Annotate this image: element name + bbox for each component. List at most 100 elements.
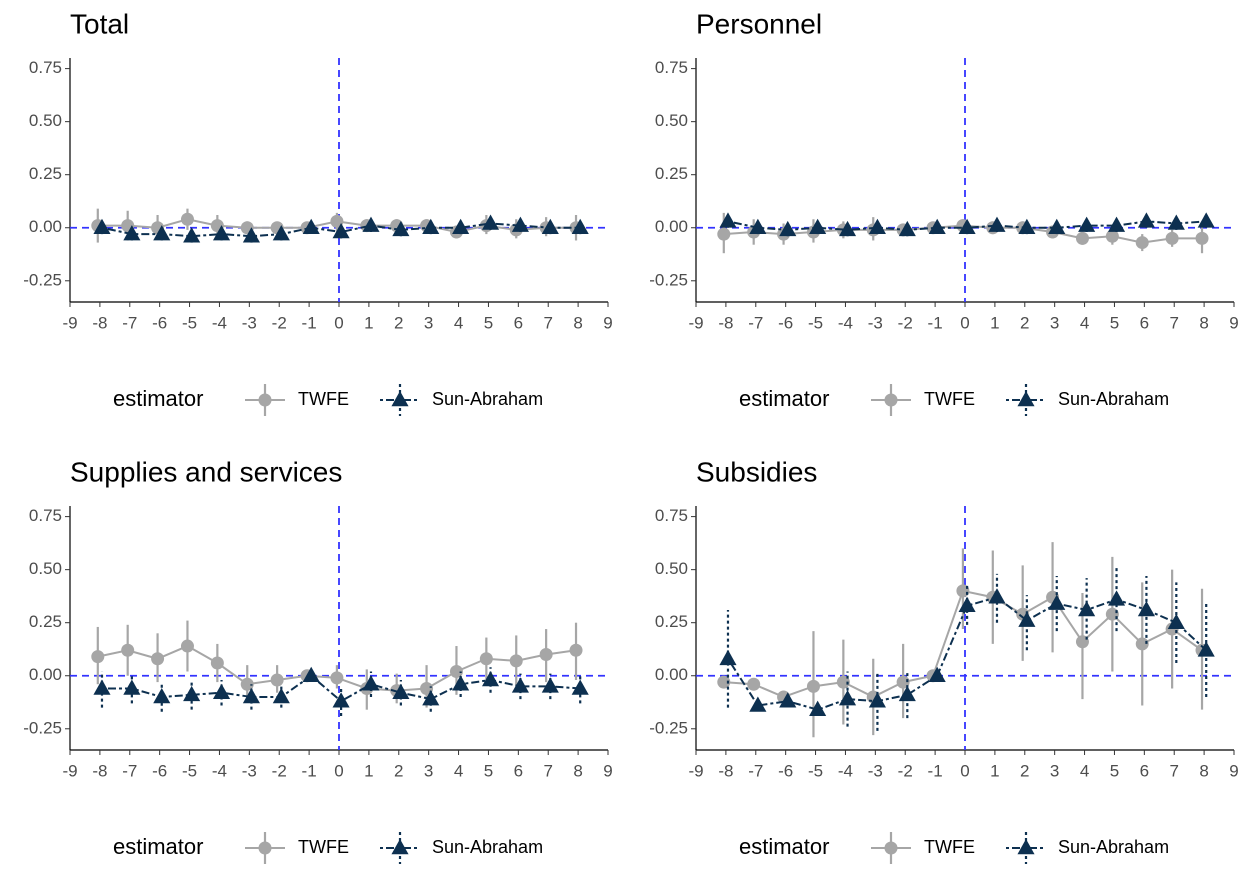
point: [838, 690, 857, 706]
point: [749, 218, 767, 235]
x-tick-label: -7: [748, 761, 763, 780]
x-tick-label: -9: [688, 761, 703, 780]
point: [452, 218, 470, 235]
point: [330, 671, 344, 685]
point: [270, 673, 284, 687]
point: [511, 677, 529, 693]
point: [928, 666, 946, 683]
point: [212, 225, 231, 241]
x-tick-label: 2: [1020, 761, 1029, 780]
x-tick-label: 3: [424, 313, 433, 332]
legend-title: estimator: [739, 386, 829, 411]
x-tick-label: -5: [808, 313, 823, 332]
point: [153, 225, 171, 241]
point: [1018, 218, 1036, 235]
panel: Personnel -0.25 0.00 0.25 0.50 0.75 -9 -8 -7 -6 -5…: [649, 8, 1239, 416]
panel-title: Subsidies: [696, 456, 817, 487]
x-tick-label: 1: [364, 313, 373, 332]
x-tick-label: 0: [334, 313, 343, 332]
legend-label: TWFE: [298, 837, 349, 857]
x-tick-label: 6: [1140, 313, 1149, 332]
point: [511, 216, 529, 232]
x-tick-label: 7: [543, 313, 552, 332]
x-tick-label: -1: [928, 313, 943, 332]
legend-title: estimator: [739, 834, 829, 859]
x-tick-label: 1: [990, 761, 999, 780]
y-tick-label: -0.25: [23, 270, 62, 289]
x-tick-label: -3: [242, 313, 257, 332]
point: [988, 588, 1006, 604]
point: [1048, 594, 1066, 610]
point: [571, 679, 589, 695]
point: [93, 218, 111, 235]
x-tick-label: -9: [62, 761, 77, 780]
point: [481, 670, 500, 687]
point: [151, 652, 165, 666]
x-tick-label: -8: [92, 761, 107, 780]
legend-label: Sun-Abraham: [1058, 837, 1169, 857]
legend-key-point: [884, 841, 898, 855]
point: [838, 220, 857, 237]
point: [153, 687, 171, 704]
point: [898, 685, 916, 702]
point: [541, 218, 559, 235]
x-tick-label: 8: [573, 761, 582, 780]
x-tick-label: 5: [484, 761, 493, 780]
x-tick-label: -8: [92, 313, 107, 332]
point: [806, 679, 820, 693]
y-tick-label: -0.25: [649, 270, 688, 289]
point: [749, 696, 767, 712]
point: [1107, 216, 1126, 232]
x-tick-label: -1: [302, 761, 317, 780]
y-tick-label: 0.00: [655, 665, 688, 684]
x-tick-label: 3: [1050, 313, 1059, 332]
x-tick-label: 8: [1199, 761, 1208, 780]
point: [242, 227, 260, 243]
point: [719, 212, 737, 228]
legend-key-point: [258, 393, 272, 407]
x-tick-label: -4: [838, 761, 853, 780]
x-tick-label: -6: [778, 313, 793, 332]
point: [779, 692, 797, 708]
y-tick-label: 0.25: [655, 164, 688, 183]
legend-key-point: [391, 839, 409, 855]
point: [1078, 600, 1096, 617]
point: [1078, 216, 1096, 232]
x-tick-label: -2: [898, 313, 913, 332]
y-tick-label: 0.75: [29, 58, 62, 77]
point: [1135, 236, 1149, 250]
x-tick-label: -4: [838, 313, 853, 332]
point: [180, 212, 194, 226]
legend-label: Sun-Abraham: [1058, 389, 1169, 409]
point: [719, 649, 737, 666]
legend-title: estimator: [113, 386, 203, 411]
x-tick-label: 7: [543, 761, 552, 780]
legend-label: TWFE: [924, 837, 975, 857]
x-tick-label: 4: [1080, 313, 1089, 332]
point: [121, 643, 135, 657]
point: [868, 692, 886, 708]
x-tick-label: -5: [182, 313, 197, 332]
legend-key-point: [258, 841, 272, 855]
point: [958, 596, 976, 613]
point: [332, 222, 350, 239]
point: [717, 675, 731, 689]
point: [1075, 231, 1089, 245]
point: [91, 650, 105, 664]
point: [1195, 231, 1209, 245]
point: [928, 218, 946, 235]
x-tick-label: 7: [1169, 313, 1178, 332]
x-tick-label: -2: [272, 313, 287, 332]
point: [988, 216, 1006, 232]
y-tick-label: 0.50: [29, 559, 62, 578]
y-tick-label: 0.25: [29, 612, 62, 631]
y-tick-label: 0.75: [29, 506, 62, 525]
point: [898, 220, 916, 237]
legend-label: TWFE: [298, 389, 349, 409]
y-tick-label: 0.50: [655, 111, 688, 130]
legend-key-point: [1017, 839, 1035, 855]
point: [183, 685, 201, 702]
x-tick-label: 9: [1229, 761, 1238, 780]
y-tick-label: 0.75: [655, 506, 688, 525]
